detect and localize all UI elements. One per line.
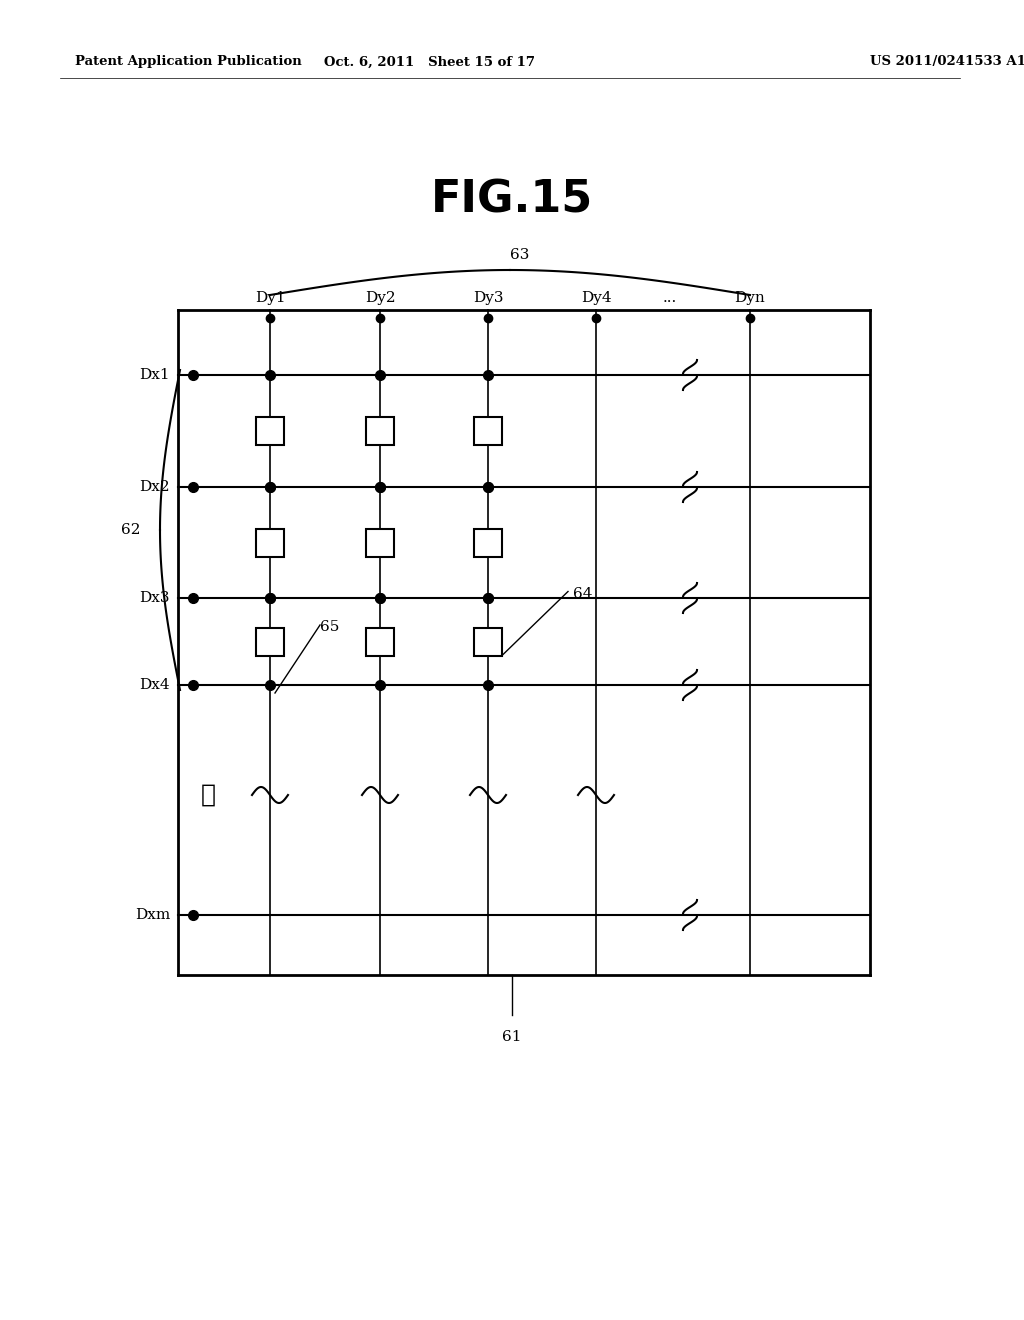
- Text: US 2011/0241533 A1: US 2011/0241533 A1: [870, 55, 1024, 69]
- Bar: [474, 528, 502, 557]
- Bar: [366, 417, 394, 445]
- Bar: [474, 417, 502, 445]
- Text: Oct. 6, 2011   Sheet 15 of 17: Oct. 6, 2011 Sheet 15 of 17: [325, 55, 536, 69]
- Bar: [366, 627, 394, 656]
- Text: Dx3: Dx3: [139, 591, 170, 605]
- Text: 64: 64: [573, 586, 593, 601]
- Text: 65: 65: [319, 620, 339, 634]
- Text: ⋮: ⋮: [201, 784, 215, 807]
- Text: Dx4: Dx4: [139, 678, 170, 692]
- Text: Patent Application Publication: Patent Application Publication: [75, 55, 302, 69]
- Text: Dx1: Dx1: [139, 368, 170, 381]
- Text: Dyn: Dyn: [734, 290, 765, 305]
- Text: 62: 62: [121, 523, 140, 537]
- Bar: [256, 417, 284, 445]
- Bar: [256, 627, 284, 656]
- Text: Dy4: Dy4: [581, 290, 611, 305]
- Text: Dy2: Dy2: [365, 290, 395, 305]
- Text: Dy1: Dy1: [255, 290, 286, 305]
- Bar: [256, 528, 284, 557]
- Text: Dxm: Dxm: [135, 908, 170, 921]
- Bar: [474, 627, 502, 656]
- Text: 61: 61: [502, 1030, 522, 1044]
- Text: FIG.15: FIG.15: [431, 178, 593, 222]
- Text: 63: 63: [510, 248, 529, 261]
- Text: ...: ...: [663, 290, 677, 305]
- Text: Dx2: Dx2: [139, 480, 170, 494]
- Text: Dy3: Dy3: [473, 290, 503, 305]
- Bar: [366, 528, 394, 557]
